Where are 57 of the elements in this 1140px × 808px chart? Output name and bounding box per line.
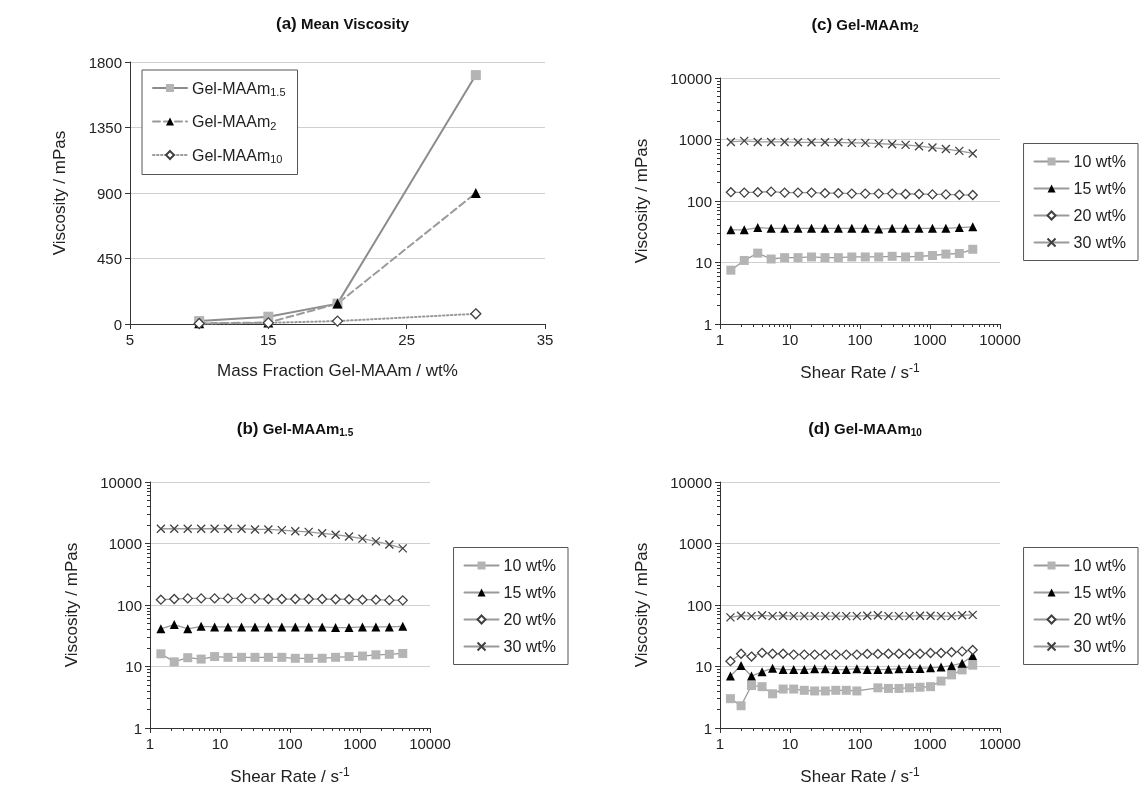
x-tick-label: 35 <box>536 331 554 348</box>
y-tick-label: 1000 <box>678 131 712 148</box>
x-tick-label: 1 <box>715 735 725 752</box>
x-tick-label: 10000 <box>979 331 1021 348</box>
x-tick-label: 1000 <box>913 735 947 752</box>
x-tick-label: 10000 <box>409 735 451 752</box>
y-tick-label: 10000 <box>670 69 712 87</box>
y-axis-title: Viscosity / mPas <box>632 542 651 668</box>
y-tick-label: 10 <box>695 658 712 675</box>
legend-label: 15 wt% <box>503 584 556 601</box>
x-tick-label: 5 <box>125 331 135 348</box>
legend-label: 20 wt% <box>503 611 556 628</box>
y-tick-label: 1350 <box>88 119 122 136</box>
x-tick-label: 1000 <box>343 735 377 752</box>
y-tick-label: 100 <box>686 596 712 614</box>
y-tick-label: 1800 <box>88 53 122 71</box>
y-axis-title: Viscosity / mPas <box>632 138 651 264</box>
legend-label: 10 wt% <box>1073 557 1126 574</box>
legend-label: 30 wt% <box>1073 638 1126 655</box>
y-tick-label: 10000 <box>670 473 712 491</box>
legend-label: 20 wt% <box>1073 207 1126 224</box>
x-tick-label: 1 <box>145 735 155 752</box>
x-tick-label: 10 <box>781 331 799 348</box>
y-tick-label: 100 <box>116 596 142 614</box>
x-tick-label: 1 <box>715 331 725 348</box>
legend-label: 30 wt% <box>1073 234 1126 251</box>
y-tick-label: 1 <box>703 315 712 333</box>
y-tick-label: 1000 <box>108 535 142 552</box>
y-tick-label: 1000 <box>678 535 712 552</box>
legend-label: 15 wt% <box>1073 584 1126 601</box>
x-tick-label: 1000 <box>913 331 947 348</box>
y-tick-label: 1 <box>703 719 712 737</box>
x-tick-label: 10 <box>781 735 799 752</box>
y-tick-label: 100 <box>686 192 712 210</box>
legend-label: 10 wt% <box>1073 153 1126 170</box>
y-tick-label: 10 <box>125 658 142 675</box>
x-axis-title: Mass Fraction Gel-MAAm / wt% <box>217 361 458 380</box>
x-tick-label: 100 <box>277 735 303 752</box>
y-tick-label: 0 <box>113 315 122 333</box>
y-axis-title: Viscosity / mPas <box>50 130 69 256</box>
x-tick-label: 10000 <box>979 735 1021 752</box>
legend-label: 20 wt% <box>1073 611 1126 628</box>
x-tick-label: 100 <box>847 735 873 752</box>
y-tick-label: 10000 <box>100 473 142 491</box>
legend-label: 10 wt% <box>503 557 556 574</box>
y-axis-title: Viscosity / mPas <box>62 542 81 668</box>
x-tick-label: 10 <box>211 735 229 752</box>
chart-title: (a) Mean Viscosity <box>275 14 410 33</box>
x-tick-label: 25 <box>398 331 416 348</box>
y-tick-label: 10 <box>695 254 712 271</box>
y-tick-label: 1 <box>133 719 142 737</box>
x-tick-label: 15 <box>259 331 277 348</box>
y-tick-label: 450 <box>96 250 122 267</box>
x-tick-label: 100 <box>847 331 873 348</box>
legend-label: 15 wt% <box>1073 180 1126 197</box>
y-tick-label: 900 <box>96 184 122 202</box>
legend-label: 30 wt% <box>503 638 556 655</box>
